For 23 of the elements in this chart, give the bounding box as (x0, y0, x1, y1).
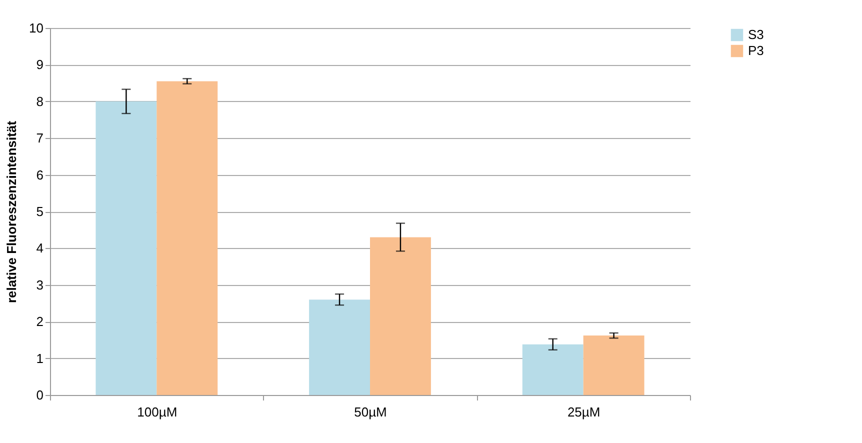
y-tick-label: 10 (29, 20, 44, 36)
y-tick-label: 0 (36, 388, 44, 402)
y-axis-title: relative Fluoreszenzintensität (4, 120, 20, 304)
y-tick-label: 9 (36, 57, 44, 72)
y-tick-label: 5 (36, 204, 44, 219)
legend-label: P3 (748, 43, 764, 58)
y-tick-label: 7 (36, 130, 44, 146)
y-tick-label: 2 (36, 314, 44, 330)
bar (156, 81, 218, 395)
bar (522, 344, 584, 395)
y-tick-label: 3 (36, 277, 44, 292)
legend-label: S3 (748, 27, 764, 42)
x-tick-label: 50µM (354, 404, 387, 420)
bar (309, 300, 370, 395)
y-tick-label: 4 (36, 240, 44, 256)
bar (370, 237, 431, 395)
y-tick-label: 1 (36, 350, 44, 366)
bar (96, 101, 157, 395)
y-tick-label: 6 (36, 167, 44, 182)
y-tick-label: 8 (36, 94, 44, 109)
bar (583, 336, 644, 395)
x-tick-label: 25µM (567, 404, 600, 420)
x-tick-label: 100µM (137, 404, 178, 420)
